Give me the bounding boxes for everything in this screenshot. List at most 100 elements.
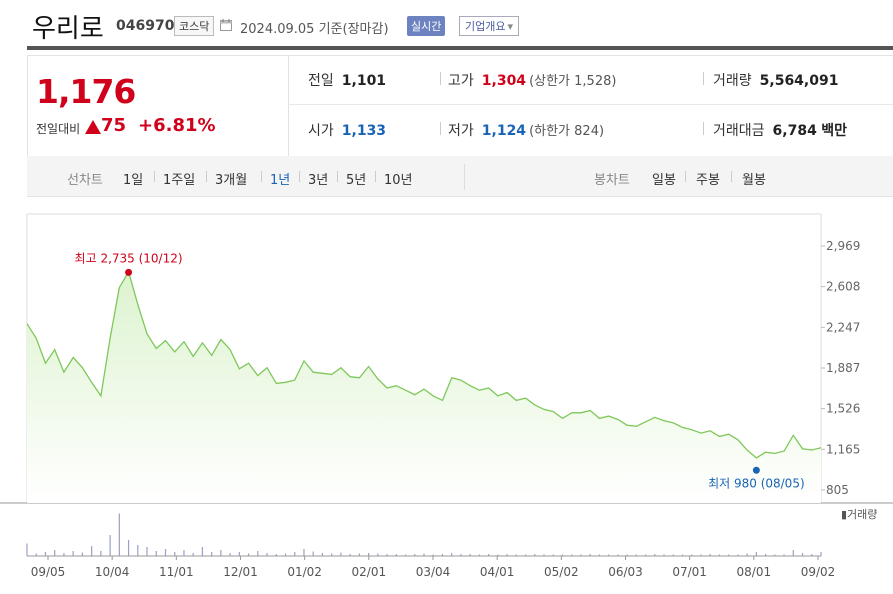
volume-bar: [63, 553, 65, 556]
prev-close: 전일 1,101: [308, 73, 387, 89]
volume-bar: [774, 554, 776, 556]
volume-bar: [598, 554, 601, 556]
tab-separator: [299, 171, 300, 182]
x-tick-label: 12/01: [223, 565, 258, 579]
volume-bar: [792, 550, 794, 556]
volume-bar: [571, 554, 573, 556]
volume-bar: [368, 553, 370, 556]
volume-bar: [211, 552, 213, 556]
volume-bar: [404, 554, 407, 556]
tab-5y[interactable]: 5년: [346, 173, 367, 188]
y-tick-label: 805: [826, 483, 849, 497]
volume-bar: [497, 554, 499, 556]
high-price: 고가 1,304 (상한가 1,528): [448, 73, 617, 89]
volume-bar: [247, 553, 250, 556]
change-label: 전일대비: [36, 122, 81, 136]
volume-bar: [100, 551, 102, 556]
volume-bar: [441, 554, 444, 556]
volume-bar: [663, 554, 665, 556]
tab-daily[interactable]: 일봉: [652, 173, 676, 188]
volume-bar: [552, 554, 554, 556]
volume-bar: [201, 547, 204, 556]
volume-bar: [220, 550, 222, 556]
candle-chart-label: 봉차트: [594, 173, 630, 188]
chart-tabs: 선차트 1일 1주일 3개월 1년 3년 5년 10년 봉차트 일봉 주봉 월봉: [27, 156, 893, 197]
price-area: [27, 271, 821, 503]
x-tick-label: 09/05: [31, 565, 66, 579]
volume-bar: [478, 554, 480, 556]
turnover-stat: 거래대금 6,784 백만: [713, 123, 848, 139]
volume-bar: [109, 535, 111, 556]
tab-1w[interactable]: 1주일: [163, 173, 196, 188]
max-marker: [125, 268, 133, 276]
volume-bar: [755, 552, 757, 556]
volume-bar: [515, 554, 517, 556]
price-chart[interactable]: 2,969 2,608 2,247 1,887 1,526 1,165 805 최고 2,7…: [0, 196, 893, 594]
price-box: 1,176 전일대비 75 +6.81%: [27, 56, 289, 156]
volume-bar: [340, 552, 342, 556]
tab-monthly[interactable]: 월봉: [742, 173, 766, 188]
volume-bar: [238, 552, 240, 556]
tab-separator: [261, 171, 262, 182]
tab-10y[interactable]: 10년: [384, 173, 413, 188]
tab-1d[interactable]: 1일: [123, 173, 144, 188]
change-value: 75: [101, 115, 127, 136]
x-tick-label: 10/04: [95, 565, 130, 579]
volume-bar: [617, 554, 619, 556]
volume-bar: [681, 554, 684, 556]
volume-bar: [469, 554, 471, 556]
volume-bar: [386, 554, 388, 556]
x-tick-label: 06/03: [608, 565, 643, 579]
tab-separator: [154, 171, 155, 182]
stock-name: 우리로: [32, 14, 104, 44]
y-tick-label: 2,608: [826, 280, 860, 294]
volume-bar: [709, 554, 711, 556]
volume-bar: [312, 551, 314, 556]
volume-bar: [377, 553, 379, 556]
volume-bar: [811, 554, 813, 556]
volume-bar: [589, 554, 591, 556]
volume-bar: [35, 553, 37, 556]
volume-bar: [644, 554, 647, 556]
tab-1y[interactable]: 1년: [270, 173, 291, 188]
volume-bar: [54, 550, 56, 556]
volume-bar: [358, 553, 360, 556]
company-overview-button[interactable]: 기업개요 ▾: [459, 16, 520, 36]
divider: [440, 122, 441, 135]
volume-bar: [783, 554, 785, 556]
tab-weekly[interactable]: 주봉: [696, 173, 720, 188]
stat-row-1: 전일 1,101 고가 1,304 (상한가 1,528) 거래량 5,564,091: [288, 56, 893, 105]
volume-bar: [626, 554, 628, 556]
volume-bar: [608, 554, 610, 556]
volume-bar: [257, 551, 259, 556]
line-chart-label: 선차트: [67, 173, 103, 188]
volume-bar: [192, 553, 194, 556]
volume-bar: [460, 554, 462, 556]
volume-bar: [349, 554, 351, 556]
divider: [440, 72, 441, 85]
tab-separator: [375, 171, 376, 182]
y-tick-label: 1,165: [826, 442, 860, 456]
tab-3y[interactable]: 3년: [308, 173, 329, 188]
volume-bar: [451, 553, 453, 556]
volume-bar: [534, 554, 536, 556]
quote-panel: 1,176 전일대비 75 +6.81% 전일 1,101 고가 1,304 (상한가…: [27, 55, 893, 157]
tab-group-divider: [464, 164, 465, 190]
volume-bar: [91, 546, 93, 556]
volume-bar: [174, 552, 176, 556]
realtime-button[interactable]: 실시간: [407, 16, 446, 36]
volume-bar: [44, 552, 47, 556]
tab-3m[interactable]: 3개월: [215, 173, 248, 188]
chevron-down-icon: ▾: [507, 20, 514, 33]
x-tick-label: 05/02: [544, 565, 579, 579]
volume-bar: [654, 554, 656, 556]
y-tick-label: 1,887: [826, 361, 860, 375]
volume-bar: [321, 553, 324, 556]
y-tick-label: 2,969: [826, 239, 860, 253]
y-tick-label: 1,526: [826, 402, 860, 416]
x-tick-label: 08/01: [737, 565, 772, 579]
volume-bar: [118, 513, 120, 556]
volume-bar: [691, 554, 693, 556]
market-badge: 코스닥: [174, 16, 215, 36]
volume-bar: [275, 554, 277, 556]
